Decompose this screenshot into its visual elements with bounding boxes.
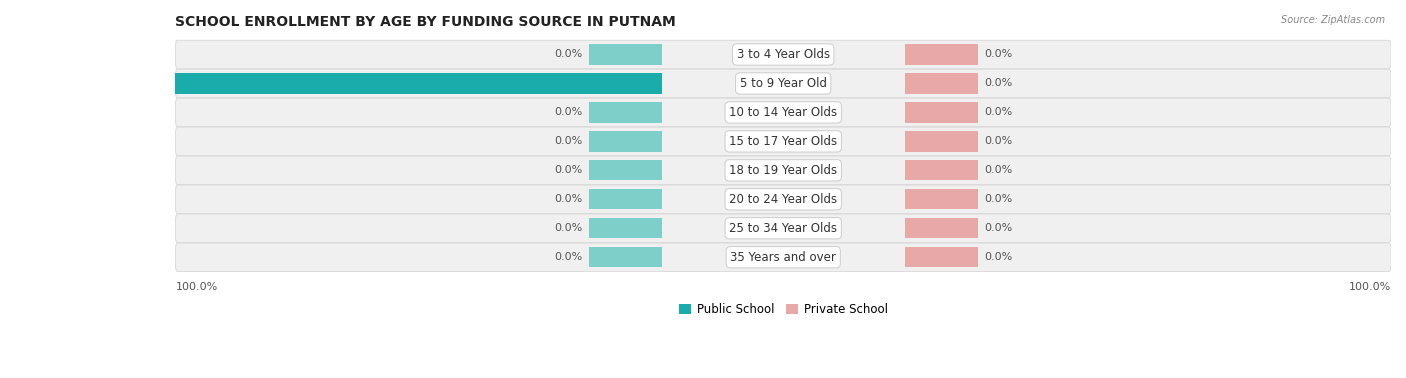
Text: 0.0%: 0.0% [984, 50, 1012, 59]
FancyBboxPatch shape [176, 40, 1391, 69]
Bar [905, 73, 977, 94]
Text: 0.0%: 0.0% [984, 136, 1012, 146]
Text: 18 to 19 Year Olds: 18 to 19 Year Olds [730, 164, 837, 177]
FancyBboxPatch shape [176, 156, 1391, 184]
Bar [905, 44, 977, 65]
Text: 0.0%: 0.0% [984, 107, 1012, 118]
Text: 100.0%: 100.0% [176, 282, 218, 292]
FancyBboxPatch shape [176, 214, 1391, 242]
Bar [905, 102, 977, 122]
Bar [589, 44, 662, 65]
Bar [589, 247, 662, 267]
Bar [905, 160, 977, 180]
FancyBboxPatch shape [176, 127, 1391, 156]
Text: 0.0%: 0.0% [984, 223, 1012, 233]
Text: 0.0%: 0.0% [554, 165, 582, 175]
Text: 25 to 34 Year Olds: 25 to 34 Year Olds [730, 222, 837, 235]
Text: 0.0%: 0.0% [554, 223, 582, 233]
Bar [905, 218, 977, 239]
Bar [589, 218, 662, 239]
Text: 0.0%: 0.0% [984, 252, 1012, 262]
Text: 100.0%: 100.0% [1348, 282, 1391, 292]
Bar [905, 247, 977, 267]
Bar [589, 102, 662, 122]
Bar [53, 73, 662, 94]
Text: 15 to 17 Year Olds: 15 to 17 Year Olds [730, 135, 837, 148]
Text: 0.0%: 0.0% [984, 194, 1012, 204]
Bar [589, 189, 662, 209]
Text: 0.0%: 0.0% [554, 136, 582, 146]
Text: 0.0%: 0.0% [984, 165, 1012, 175]
FancyBboxPatch shape [176, 69, 1391, 98]
Text: 10 to 14 Year Olds: 10 to 14 Year Olds [730, 106, 837, 119]
Text: 3 to 4 Year Olds: 3 to 4 Year Olds [737, 48, 830, 61]
FancyBboxPatch shape [176, 243, 1391, 271]
Text: 0.0%: 0.0% [554, 50, 582, 59]
Text: 0.0%: 0.0% [554, 194, 582, 204]
Bar [589, 160, 662, 180]
Text: Source: ZipAtlas.com: Source: ZipAtlas.com [1281, 15, 1385, 25]
FancyBboxPatch shape [176, 98, 1391, 127]
Legend: Public School, Private School: Public School, Private School [673, 299, 893, 321]
Text: 0.0%: 0.0% [554, 252, 582, 262]
Bar [589, 131, 662, 152]
Text: SCHOOL ENROLLMENT BY AGE BY FUNDING SOURCE IN PUTNAM: SCHOOL ENROLLMENT BY AGE BY FUNDING SOUR… [176, 15, 676, 29]
Text: 35 Years and over: 35 Years and over [730, 251, 837, 264]
Bar [905, 131, 977, 152]
Bar [905, 189, 977, 209]
Text: 0.0%: 0.0% [984, 79, 1012, 88]
Text: 5 to 9 Year Old: 5 to 9 Year Old [740, 77, 827, 90]
Text: 100.0%: 100.0% [1, 79, 48, 88]
FancyBboxPatch shape [176, 185, 1391, 214]
Text: 0.0%: 0.0% [554, 107, 582, 118]
Text: 20 to 24 Year Olds: 20 to 24 Year Olds [730, 193, 837, 206]
